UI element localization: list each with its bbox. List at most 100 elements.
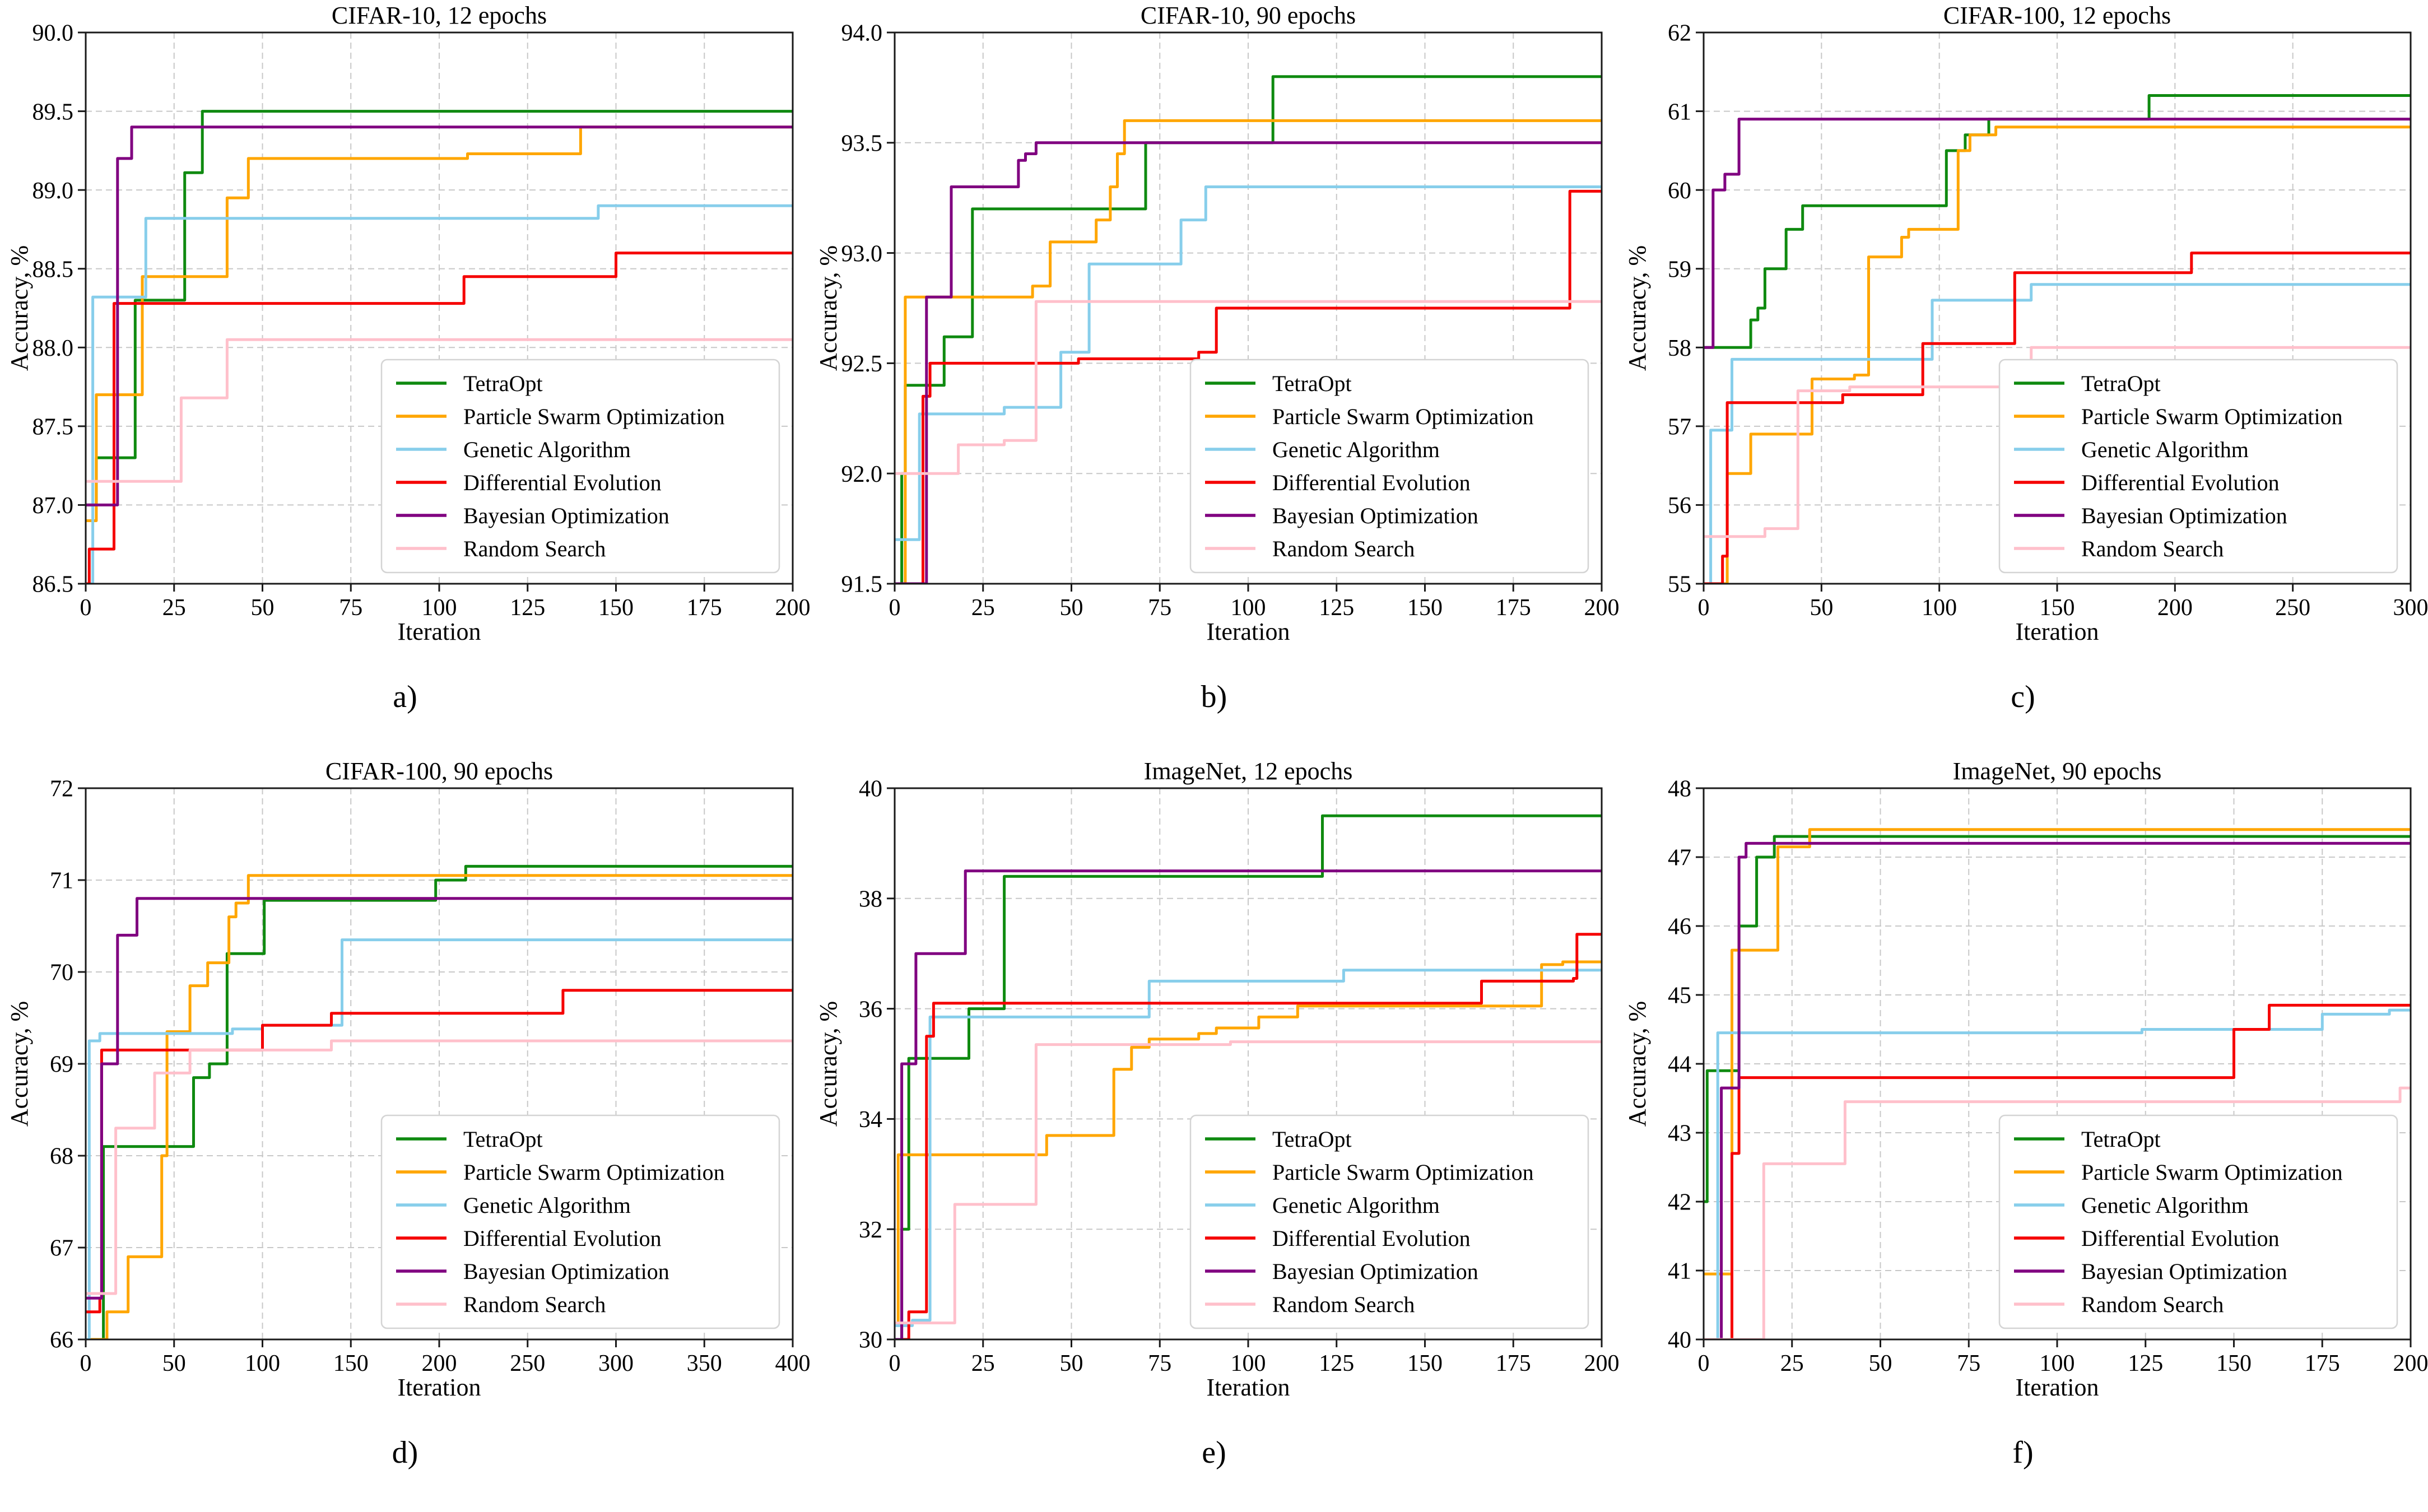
y-tick-label: 87.5 <box>32 415 74 440</box>
x-tick-label: 100 <box>245 1351 280 1376</box>
legend-label: Random Search <box>2081 1292 2224 1317</box>
legend-label: TetraOpt <box>463 1127 543 1152</box>
panel-e: 0 25 50 75 100 125 150 175 200 30 32 34 36 38 40 ImageN… <box>810 756 1618 1511</box>
chart-title: CIFAR-100, 12 epochs <box>1943 2 2171 29</box>
legend: TetraOpt Particle Swarm Optimization Genet… <box>1998 1114 2398 1329</box>
x-tick-label: 75 <box>339 595 362 621</box>
x-tick-label: 200 <box>1584 595 1619 621</box>
chart-b-svg: 0 25 50 75 100 125 150 175 200 91.5 92.0 92.5 93.0 93… <box>815 2 1619 644</box>
legend-label: Genetic Algorithm <box>463 437 631 462</box>
x-tick-label: 50 <box>1060 595 1083 621</box>
x-tick-label: 25 <box>1780 1351 1804 1376</box>
y-tick-label: 43 <box>1668 1121 1691 1147</box>
axes-d: 0 50 100 150 200 250 300 350 400 66 67 68 69 70 71 72 <box>50 776 810 1376</box>
x-tick-label: 50 <box>162 1351 186 1376</box>
caption-b: b) <box>1201 680 1227 714</box>
x-axis-label: Iteration <box>397 618 481 644</box>
y-tick-label: 90.0 <box>32 21 74 46</box>
x-tick-label: 350 <box>687 1351 722 1376</box>
legend-label: Random Search <box>2081 536 2224 561</box>
y-tick-label: 41 <box>1668 1259 1691 1285</box>
x-tick-label: 175 <box>2305 1351 2340 1376</box>
y-tick-label: 36 <box>859 997 882 1022</box>
y-tick-label: 32 <box>859 1217 882 1243</box>
x-tick-label: 250 <box>2275 595 2310 621</box>
legend-label: TetraOpt <box>2081 1127 2161 1152</box>
legend-label: Differential Evolution <box>1272 470 1471 495</box>
y-axis-label: Accuracy, % <box>815 245 842 371</box>
series-line-bayesian-optimization <box>86 125 793 506</box>
x-tick-label: 300 <box>2393 595 2428 621</box>
y-tick-label: 91.5 <box>841 572 883 598</box>
x-tick-label: 400 <box>775 1351 810 1376</box>
chart-title: CIFAR-10, 12 epochs <box>332 2 547 29</box>
legend-label: Particle Swarm Optimization <box>463 1160 725 1185</box>
legend-label: Bayesian Optimization <box>463 1259 669 1284</box>
caption-a: a) <box>393 680 417 714</box>
legend-label: Bayesian Optimization <box>463 503 669 528</box>
y-tick-label: 94.0 <box>841 21 883 46</box>
y-tick-label: 89.0 <box>32 178 74 204</box>
x-axis-label: Iteration <box>2015 618 2099 644</box>
series-line-random-search <box>86 1039 793 1295</box>
series-line-differential-evolution <box>1704 252 2411 584</box>
series-line-bayesian-optimization <box>895 869 1602 1339</box>
series-group <box>895 814 1602 1339</box>
series-line-bayesian-optimization <box>895 141 1602 584</box>
y-axis-label: Accuracy, % <box>6 1001 33 1127</box>
caption-f: f) <box>2012 1435 2034 1470</box>
y-tick-label: 48 <box>1668 776 1691 802</box>
y-tick-label: 60 <box>1668 178 1691 204</box>
series-group <box>86 864 793 1339</box>
series-line-random-search <box>1704 1086 2411 1339</box>
series-line-tetraopt <box>1704 835 2411 1203</box>
legend-label: Particle Swarm Optimization <box>463 404 725 429</box>
legend-label: Genetic Algorithm <box>463 1193 631 1218</box>
x-tick-label: 125 <box>510 595 545 621</box>
x-tick-label: 150 <box>1407 1351 1443 1376</box>
legend-label: Bayesian Optimization <box>1272 1259 1478 1284</box>
chart-title: CIFAR-100, 90 epochs <box>325 757 553 785</box>
series-line-genetic-algorithm <box>1704 283 2411 584</box>
axes-b: 0 25 50 75 100 125 150 175 200 91.5 92.0 92.5 93.0 93… <box>841 21 1619 621</box>
axes-a: 0 25 50 75 100 125 150 175 200 86.5 87.0 87.5 88.0 88… <box>32 21 810 621</box>
legend-label: Bayesian Optimization <box>1272 503 1478 528</box>
x-tick-label: 0 <box>1698 1351 1710 1376</box>
legend-label: Differential Evolution <box>1272 1226 1471 1251</box>
legend-label: TetraOpt <box>1272 1127 1352 1152</box>
series-line-differential-evolution <box>895 189 1602 584</box>
y-tick-label: 86.5 <box>32 572 74 598</box>
x-axis-label: Iteration <box>1206 618 1290 644</box>
legend: TetraOpt Particle Swarm Optimization Genet… <box>1998 359 2398 574</box>
series-line-particle-swarm-optimization <box>895 960 1602 1324</box>
y-tick-label: 87.0 <box>32 493 74 519</box>
series-line-random-search <box>86 338 793 483</box>
legend: TetraOpt Particle Swarm Optimization Genet… <box>1189 359 1589 574</box>
series-line-differential-evolution <box>86 252 793 584</box>
caption-e: e) <box>1202 1435 1226 1470</box>
series-line-differential-evolution <box>895 933 1602 1339</box>
x-tick-label: 200 <box>1584 1351 1619 1376</box>
y-tick-label: 72 <box>50 776 73 802</box>
x-tick-label: 0 <box>1698 595 1710 621</box>
chart-d-svg: 0 50 100 150 200 250 300 350 400 66 67 68 69 70 71 72 CI… <box>6 757 810 1400</box>
y-tick-label: 56 <box>1668 493 1691 519</box>
series-line-genetic-algorithm <box>86 204 793 584</box>
y-tick-label: 59 <box>1668 257 1691 282</box>
x-tick-label: 100 <box>1231 595 1266 621</box>
y-tick-label: 92.0 <box>841 462 883 487</box>
series-group <box>895 75 1602 584</box>
x-tick-label: 0 <box>80 1351 92 1376</box>
y-axis-label: Accuracy, % <box>1624 245 1651 371</box>
legend-label: Random Search <box>1272 536 1415 561</box>
y-tick-label: 66 <box>50 1328 73 1353</box>
series-line-bayesian-optimization <box>86 897 793 1300</box>
y-tick-label: 88.5 <box>32 257 74 282</box>
series-line-particle-swarm-optimization <box>86 125 793 522</box>
legend-label: Genetic Algorithm <box>2081 1193 2249 1218</box>
chart-title: CIFAR-10, 90 epochs <box>1141 2 1356 29</box>
legend-label: Bayesian Optimization <box>2081 503 2287 528</box>
y-tick-label: 93.5 <box>841 131 883 157</box>
chart-title: ImageNet, 12 epochs <box>1144 757 1353 785</box>
